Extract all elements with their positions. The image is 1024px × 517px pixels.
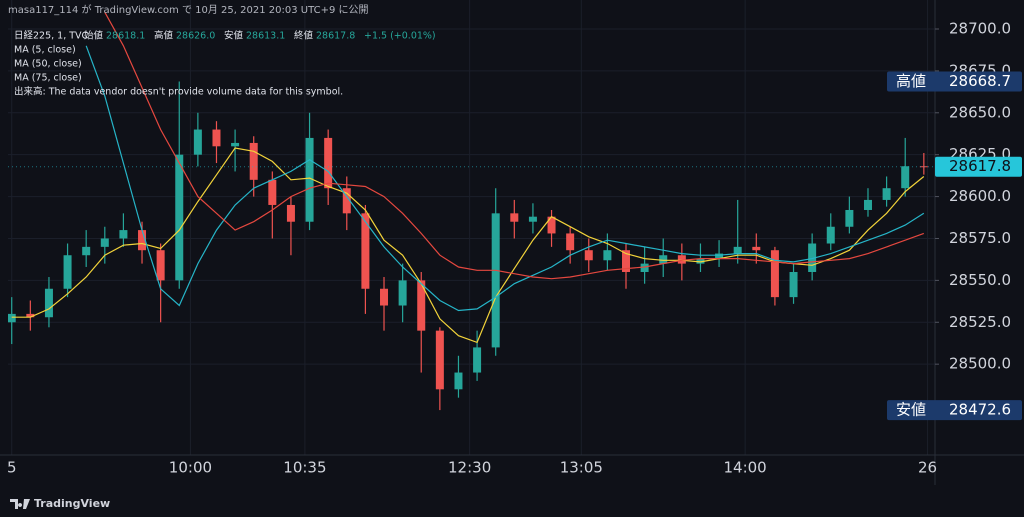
change: +1.5 (+0.01%) xyxy=(364,31,436,42)
ohlc-label: 安値 xyxy=(224,30,244,42)
candle-body xyxy=(156,250,165,281)
ohlc-label: 始値 xyxy=(84,30,104,42)
candle-body xyxy=(863,199,872,210)
badge-label: 高値 xyxy=(896,72,926,90)
x-tick-label: 12:30 xyxy=(448,459,491,477)
badge-value: 28668.7 xyxy=(949,72,1011,90)
badge-value: 28472.6 xyxy=(949,401,1011,419)
candle-body xyxy=(324,137,333,189)
candle-body xyxy=(882,188,891,200)
axes: 28500.028525.028550.028575.028600.028625… xyxy=(7,19,1011,476)
ohlc-value: 28617.8 xyxy=(316,31,355,42)
candle-body xyxy=(138,230,147,251)
y-tick-label: 28650.0 xyxy=(949,103,1011,121)
candle-body xyxy=(26,313,35,318)
ohlc-label: 高値 xyxy=(154,30,174,42)
candle-body xyxy=(380,288,389,306)
y-tick-label: 28550.0 xyxy=(949,271,1011,289)
y-tick-label: 28700.0 xyxy=(949,19,1011,37)
logo xyxy=(10,499,30,509)
legend-entry: MA (5, close) xyxy=(14,45,76,56)
ohlc-value: 28626.0 xyxy=(176,31,215,42)
candle-body xyxy=(342,188,351,214)
x-tick-label: 5 xyxy=(7,459,17,477)
candle-body xyxy=(435,330,444,390)
candle-body xyxy=(584,250,593,261)
legend: 日経225, 1, TVC MA (5, close) MA (50, clos… xyxy=(14,30,436,98)
ma-line xyxy=(11,147,925,344)
candle-body xyxy=(528,216,537,222)
price-badge xyxy=(887,400,1022,421)
candle-body xyxy=(491,213,500,348)
candle-body xyxy=(845,209,854,227)
candle-body xyxy=(44,288,53,318)
candle-body xyxy=(789,271,798,298)
candle-body xyxy=(286,204,295,222)
ma-line xyxy=(104,11,925,280)
candle-body xyxy=(305,137,314,222)
ohlc-value: 28618.1 xyxy=(106,31,145,42)
x-tick-label: 26 xyxy=(918,459,937,477)
candle-body xyxy=(808,243,817,272)
x-tick-label: 13:05 xyxy=(560,459,603,477)
candle-body xyxy=(733,246,742,254)
candle-body xyxy=(82,246,91,256)
x-tick-label: 14:00 xyxy=(724,459,767,477)
price-badge xyxy=(935,156,1022,177)
candle-body xyxy=(640,263,649,272)
candle-body xyxy=(547,216,556,234)
candle-body xyxy=(268,179,277,205)
candle-body xyxy=(566,233,575,251)
candle-body xyxy=(603,250,612,261)
candle-body xyxy=(622,250,630,272)
footer: TradingView xyxy=(10,497,110,510)
badge-label: 安値 xyxy=(896,401,926,419)
candle-body xyxy=(8,313,16,323)
candle-body xyxy=(473,347,482,373)
candle-body xyxy=(212,129,221,147)
candle-body xyxy=(770,250,779,298)
candle-body xyxy=(249,142,258,180)
candle-body xyxy=(361,213,370,289)
candle-body xyxy=(119,230,128,239)
candle-body xyxy=(510,213,519,222)
candle-body xyxy=(417,280,426,331)
candle-body xyxy=(919,166,928,168)
candle-body xyxy=(696,258,705,264)
brand: TradingView xyxy=(34,497,110,510)
y-tick-label: 28500.0 xyxy=(949,355,1011,373)
publisher: masa117_114 が TradingView.com で 10月 25, … xyxy=(8,3,369,16)
x-tick-label: 10:35 xyxy=(283,459,326,477)
candle-body xyxy=(677,255,686,264)
candle-body xyxy=(63,255,72,289)
candle-body xyxy=(193,129,202,155)
candle-body xyxy=(454,372,463,390)
candle-body xyxy=(398,280,407,306)
ohlc-label: 終値 xyxy=(294,30,314,42)
candle-body xyxy=(752,246,761,251)
y-tick-label: 28575.0 xyxy=(949,229,1011,247)
candle-body xyxy=(901,166,910,189)
candle-body xyxy=(175,154,184,281)
price-badge xyxy=(887,71,1022,92)
ohlc-value: 28613.1 xyxy=(246,31,285,42)
candle-body xyxy=(715,253,724,259)
candle-body xyxy=(659,255,668,264)
plot-area xyxy=(8,11,935,411)
candle-body xyxy=(231,142,240,147)
candle-body xyxy=(100,238,109,247)
badge-value: 28617.8 xyxy=(949,157,1011,175)
volume-note: 出来高: The data vendor doesn't provide vol… xyxy=(14,86,343,98)
candle-body xyxy=(826,226,835,244)
y-tick-label: 28600.0 xyxy=(949,187,1011,205)
symbol: 日経225, 1, TVC xyxy=(14,30,89,42)
y-tick-label: 28525.0 xyxy=(949,313,1011,331)
ma-line xyxy=(85,45,925,312)
legend-entry: MA (75, close) xyxy=(14,73,82,84)
x-tick-label: 10:00 xyxy=(169,459,212,477)
legend-entry: MA (50, close) xyxy=(14,59,82,70)
